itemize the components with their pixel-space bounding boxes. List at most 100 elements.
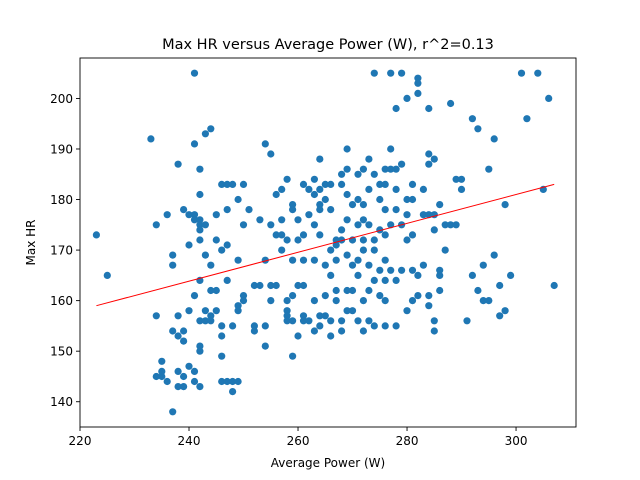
data-point (267, 221, 275, 229)
data-point (327, 206, 335, 214)
data-point (490, 251, 498, 259)
data-point (310, 221, 318, 229)
data-point (321, 180, 329, 188)
data-point (365, 221, 373, 229)
data-point (218, 332, 226, 340)
data-point (387, 266, 395, 274)
data-point (354, 221, 362, 229)
data-points (92, 69, 558, 416)
x-tick-label: 220 (69, 434, 92, 448)
data-point (398, 160, 406, 168)
data-point (245, 206, 253, 214)
data-point (403, 236, 411, 244)
data-point (169, 261, 177, 269)
data-point (408, 231, 417, 239)
data-point (212, 211, 220, 219)
data-point (316, 155, 324, 163)
axes-frame (79, 57, 577, 428)
data-point (283, 236, 291, 244)
data-point (92, 231, 100, 239)
data-point (174, 312, 182, 320)
data-point (425, 302, 433, 310)
data-point (381, 206, 389, 214)
data-point (229, 180, 237, 188)
data-point (223, 241, 231, 249)
data-point (359, 165, 367, 173)
y-tick-label: 150 (50, 345, 73, 359)
data-point (359, 327, 367, 335)
data-point (294, 236, 302, 244)
data-point (545, 94, 553, 102)
data-point (212, 286, 220, 295)
data-point (180, 206, 188, 214)
data-point (507, 271, 515, 279)
data-point (289, 292, 297, 300)
data-point (299, 256, 308, 264)
data-point (474, 125, 482, 133)
data-point (430, 226, 438, 234)
data-point (180, 372, 188, 381)
data-point (419, 211, 427, 219)
data-point (408, 195, 417, 204)
data-point (278, 231, 286, 239)
data-point (348, 201, 357, 209)
data-point (321, 261, 329, 269)
data-point (343, 190, 351, 199)
data-point (212, 236, 220, 244)
data-point (223, 206, 231, 214)
data-point (338, 180, 346, 188)
data-point (381, 231, 389, 239)
data-point (196, 165, 204, 173)
data-point (196, 226, 204, 234)
data-point (283, 312, 291, 320)
data-point (305, 185, 313, 193)
data-point (425, 150, 433, 158)
data-point (316, 185, 324, 193)
data-point (398, 266, 406, 274)
data-point (169, 408, 177, 416)
data-point (343, 165, 351, 173)
data-point (436, 266, 444, 274)
data-point (239, 221, 248, 229)
data-point (376, 266, 384, 274)
data-point (490, 135, 498, 143)
data-point (218, 377, 226, 386)
data-point (457, 185, 466, 193)
data-point (229, 322, 237, 330)
data-point (321, 195, 329, 204)
data-point (305, 211, 313, 219)
data-point (359, 201, 367, 209)
data-point (267, 281, 275, 290)
data-point (327, 271, 335, 279)
data-point (327, 246, 335, 254)
data-point (196, 221, 204, 229)
data-point (387, 145, 395, 153)
data-point (414, 89, 422, 97)
data-point (310, 297, 318, 305)
data-point (234, 195, 242, 204)
data-point (370, 322, 378, 330)
data-point (267, 150, 275, 158)
data-point (501, 307, 509, 315)
data-point (485, 165, 493, 173)
data-point (365, 286, 373, 295)
data-point (261, 322, 269, 330)
data-point (332, 241, 340, 249)
data-point (496, 281, 504, 290)
x-axis-ticks: 220 240 260 280 300 (69, 427, 527, 448)
data-point (419, 261, 427, 269)
data-point (387, 165, 395, 173)
data-point (365, 155, 373, 163)
data-point (359, 236, 367, 244)
data-point (447, 221, 455, 229)
data-point (218, 322, 226, 330)
data-point (299, 180, 308, 188)
data-point (272, 231, 280, 239)
data-point (223, 377, 231, 386)
data-point (207, 317, 215, 325)
data-point (468, 115, 476, 123)
data-point (523, 115, 531, 123)
data-point (207, 261, 215, 269)
data-point (348, 286, 357, 295)
data-point (457, 175, 466, 183)
